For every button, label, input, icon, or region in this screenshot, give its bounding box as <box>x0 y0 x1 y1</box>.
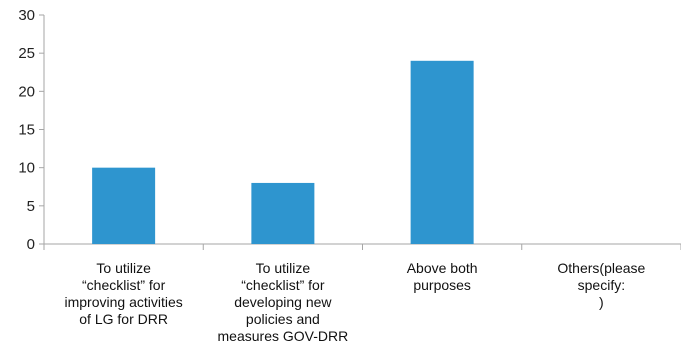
y-tick-label: 15 <box>18 122 35 139</box>
y-tick-label: 25 <box>18 45 35 62</box>
y-tick-label: 10 <box>18 160 35 177</box>
x-category-label: Above both purposes <box>406 260 478 293</box>
bar <box>92 167 156 244</box>
x-category-label: To utilize “checklist” for improving act… <box>64 260 183 327</box>
y-tick-label: 20 <box>18 83 35 100</box>
y-tick-label: 5 <box>27 198 35 215</box>
x-category-label: To utilize “checklist” for developing ne… <box>217 260 349 344</box>
bar <box>410 60 474 244</box>
bar <box>251 182 315 244</box>
y-tick-label: 0 <box>27 236 35 253</box>
y-tick-label: 30 <box>18 7 35 24</box>
x-category-label: Others(please specify: ) <box>557 260 646 310</box>
